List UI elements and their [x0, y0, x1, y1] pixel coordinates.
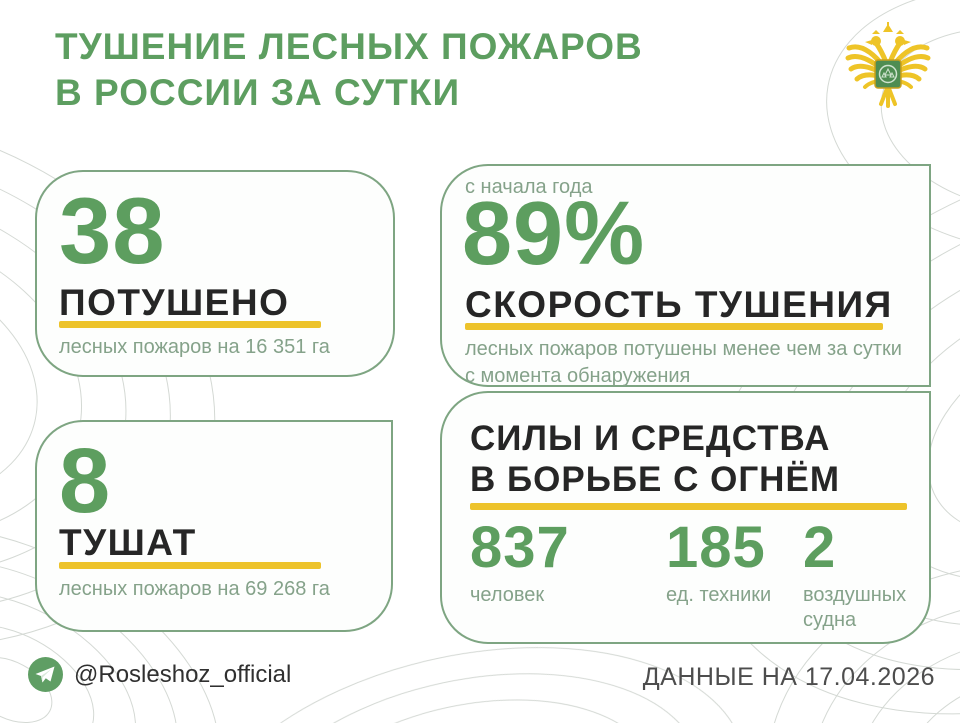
equipment-count: 185 [666, 515, 766, 580]
equipment-label: ед. техники [666, 584, 772, 606]
forces-title: СИЛЫ И СРЕДСТВА В БОРЬБЕ С ОГНЁМ [470, 419, 840, 500]
speed-percent: 89% [462, 184, 646, 284]
forces-title-line1: СИЛЫ И СРЕДСТВА [470, 419, 831, 458]
active-label: ТУШАТ [59, 522, 197, 563]
personnel-count: 837 [470, 515, 570, 580]
data-date: ДАННЫЕ НА 17.04.2026 [642, 663, 935, 691]
telegram-handle: @Rosleshoz_official [74, 661, 292, 688]
speed-period: с начала года [465, 176, 593, 198]
accent-underline [59, 321, 321, 328]
stat-equipment: 185 ед. техники [666, 519, 803, 633]
accent-underline [465, 323, 883, 330]
stat-aircraft: 2 воздушных судна [803, 519, 928, 633]
forces-stats-row: 837 человек 185 ед. техники 2 воздушных … [470, 519, 928, 633]
page-title-line1: ТУШЕНИЕ ЛЕСНЫХ ПОЖАРОВ [55, 26, 643, 67]
extinguished-detail: лесных пожаров на 16 351 га [59, 336, 330, 358]
forces-title-line2: В БОРЬБЕ С ОГНЁМ [470, 459, 841, 499]
speed-detail: лесных пожаров потушены менее чем за сут… [465, 336, 902, 390]
card-forces-and-resources: СИЛЫ И СРЕДСТВА В БОРЬБЕ С ОГНЁМ 837 чел… [440, 391, 931, 644]
card-suppression-speed: с начала года 89% СКОРОСТЬ ТУШЕНИЯ лесны… [440, 164, 931, 387]
speed-detail-line1: лесных пожаров потушены менее чем за сут… [465, 338, 902, 360]
telegram-icon [28, 657, 63, 692]
page-title: ТУШЕНИЕ ЛЕСНЫХ ПОЖАРОВ В РОССИИ ЗА СУТКИ [55, 24, 643, 117]
active-detail: лесных пожаров на 69 268 га [59, 578, 330, 600]
personnel-label: человек [470, 584, 545, 606]
card-being-extinguished: 8 ТУШАТ лесных пожаров на 69 268 га [35, 420, 393, 632]
aircraft-count: 2 [803, 515, 837, 580]
accent-underline [470, 503, 907, 510]
stat-personnel: 837 человек [470, 519, 666, 633]
speed-label: СКОРОСТЬ ТУШЕНИЯ [465, 284, 893, 325]
accent-underline [59, 562, 321, 569]
card-extinguished: 38 ПОТУШЕНО лесных пожаров на 16 351 га [35, 170, 395, 377]
speed-detail-line2: с момента обнаружения [465, 365, 691, 387]
extinguished-count: 38 [59, 178, 166, 283]
extinguished-label: ПОТУШЕНО [59, 282, 290, 323]
aircraft-label: воздушных судна [803, 584, 907, 631]
rosleshoz-coat-of-arms-icon [845, 22, 931, 108]
active-count: 8 [59, 430, 112, 532]
page-title-line2: В РОССИИ ЗА СУТКИ [55, 72, 461, 114]
